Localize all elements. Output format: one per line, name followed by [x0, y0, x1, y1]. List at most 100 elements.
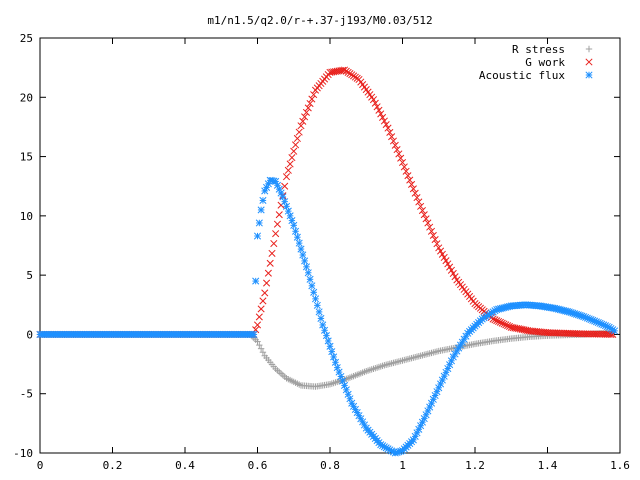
data-point — [272, 230, 280, 238]
data-point — [263, 279, 271, 287]
x-tick-label: 1 — [399, 459, 406, 472]
data-point — [422, 215, 430, 223]
data-point — [382, 121, 390, 129]
x-tick-label: 0.4 — [175, 459, 195, 472]
y-tick-label: 0 — [26, 328, 33, 341]
data-point — [288, 154, 296, 162]
data-point — [250, 330, 258, 338]
data-point — [388, 133, 396, 141]
data-point — [495, 317, 503, 326]
data-point — [301, 257, 309, 265]
data-point — [384, 124, 392, 132]
data-point — [330, 353, 338, 361]
data-point — [299, 117, 307, 125]
legend-label: G work — [525, 56, 565, 69]
data-point — [282, 173, 291, 181]
data-point — [389, 137, 397, 145]
data-point — [304, 269, 312, 277]
data-point — [315, 308, 323, 316]
data-point — [380, 117, 388, 125]
data-point — [295, 128, 303, 136]
data-point — [433, 240, 441, 248]
data-point — [321, 326, 329, 334]
data-point — [302, 263, 310, 271]
data-point — [444, 260, 452, 268]
data-point — [440, 253, 448, 262]
data-point — [310, 288, 318, 296]
data-point — [259, 349, 267, 356]
data-point — [286, 160, 294, 168]
data-point — [429, 231, 437, 239]
data-point — [254, 338, 261, 345]
data-point — [301, 113, 309, 121]
data-point — [297, 122, 305, 130]
plot-frame — [39, 37, 621, 454]
data-point — [498, 319, 506, 327]
data-point — [413, 194, 421, 202]
data-point — [393, 146, 401, 154]
data-point — [493, 317, 501, 325]
legend-label: Acoustic flux — [479, 69, 565, 82]
data-point — [310, 91, 318, 99]
data-point — [313, 301, 321, 309]
data-point — [415, 198, 423, 206]
data-point — [293, 134, 301, 143]
data-point — [319, 321, 327, 329]
data-point — [259, 297, 267, 305]
data-point — [391, 141, 399, 149]
data-point — [328, 348, 336, 356]
data-point — [438, 250, 446, 258]
data-point — [255, 313, 263, 321]
data-point — [261, 289, 269, 297]
data-point — [411, 189, 419, 197]
data-point — [449, 269, 457, 278]
data-point — [297, 245, 305, 253]
data-point — [293, 233, 301, 241]
data-point — [375, 106, 383, 114]
x-tick-label: 0.6 — [248, 459, 268, 472]
data-point — [322, 332, 330, 340]
data-point — [292, 141, 300, 149]
data-point — [427, 227, 436, 235]
data-point — [324, 337, 332, 345]
data-point — [257, 305, 265, 313]
data-point — [253, 232, 262, 240]
data-point — [264, 269, 272, 277]
x-tick-label: 1.4 — [538, 459, 558, 472]
data-point — [496, 318, 504, 326]
data-point — [417, 202, 425, 210]
data-point — [252, 277, 260, 285]
data-point — [406, 176, 414, 184]
axis-ticks: 0 0.2 0.4 0.6 0.8 1 1.2 1.4 1.6 -10 -5 0 5 10 15 20 25 — [13, 32, 630, 472]
data-point — [611, 327, 619, 335]
data-point — [404, 172, 412, 180]
legend-label: R stress — [512, 43, 565, 56]
chart-title: m1/n1.5/q2.0/r-+.37-j193/M0.03/512 — [207, 14, 432, 27]
data-point — [447, 266, 455, 274]
x-tick-label: 0 — [37, 459, 44, 472]
data-point — [317, 314, 325, 322]
data-point — [397, 154, 405, 162]
data-point — [500, 320, 508, 328]
y-tick-label: -5 — [20, 388, 33, 401]
y-tick-label: 15 — [20, 151, 33, 164]
legend-marker — [585, 45, 593, 53]
data-point — [369, 96, 378, 104]
data-point — [489, 315, 497, 323]
y-tick-label: 25 — [20, 32, 33, 45]
data-point — [308, 95, 316, 103]
data-point — [257, 345, 265, 352]
data-point — [290, 147, 298, 155]
data-point — [266, 259, 274, 267]
data-point — [437, 247, 445, 255]
x-tick-label: 1.6 — [610, 459, 630, 472]
data-point — [424, 219, 432, 227]
data-point — [284, 166, 292, 174]
data-point — [253, 321, 262, 329]
data-point — [426, 223, 434, 231]
data-point — [270, 239, 278, 248]
data-point — [398, 158, 407, 167]
y-tick-label: -10 — [13, 447, 33, 460]
data-point — [373, 103, 381, 111]
